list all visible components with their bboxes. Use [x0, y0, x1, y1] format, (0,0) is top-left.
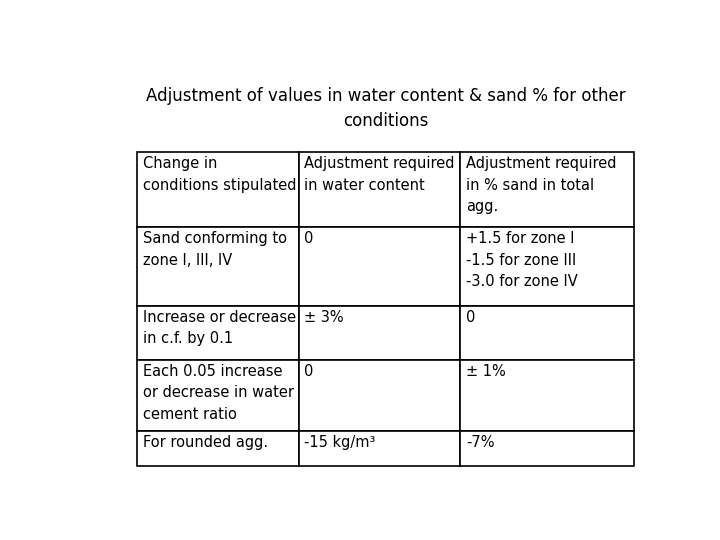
Bar	[460, 152, 634, 227]
Text: Change in
conditions stipulated: Change in conditions stipulated	[143, 156, 297, 193]
Bar	[138, 227, 299, 306]
Text: Adjustment required
in water content: Adjustment required in water content	[305, 156, 455, 193]
Bar	[299, 431, 460, 466]
Bar	[460, 431, 634, 466]
Text: Adjustment required
in % sand in total
agg.: Adjustment required in % sand in total a…	[466, 156, 616, 214]
Text: Increase or decrease
in c.f. by 0.1: Increase or decrease in c.f. by 0.1	[143, 310, 296, 346]
Bar	[460, 360, 634, 431]
Bar	[138, 152, 299, 227]
Text: For rounded agg.: For rounded agg.	[143, 435, 268, 450]
Bar	[299, 306, 460, 360]
Bar	[299, 152, 460, 227]
Bar	[299, 227, 460, 306]
Text: 0: 0	[305, 364, 314, 379]
Bar	[460, 227, 634, 306]
Bar	[138, 360, 299, 431]
Text: 0: 0	[305, 231, 314, 246]
Text: -7%: -7%	[466, 435, 495, 450]
Bar	[138, 431, 299, 466]
Text: -15 kg/m³: -15 kg/m³	[305, 435, 376, 450]
Bar	[138, 306, 299, 360]
Text: Each 0.05 increase
or decrease in water
cement ratio: Each 0.05 increase or decrease in water …	[143, 364, 294, 422]
Text: ± 1%: ± 1%	[466, 364, 505, 379]
Text: 0: 0	[466, 310, 475, 325]
Text: +1.5 for zone I
-1.5 for zone III
-3.0 for zone IV: +1.5 for zone I -1.5 for zone III -3.0 f…	[466, 231, 577, 289]
Text: Adjustment of values in water content & sand % for other
conditions: Adjustment of values in water content & …	[146, 87, 626, 130]
Bar	[460, 306, 634, 360]
Bar	[299, 360, 460, 431]
Text: Sand conforming to
zone I, III, IV: Sand conforming to zone I, III, IV	[143, 231, 287, 268]
Text: ± 3%: ± 3%	[305, 310, 344, 325]
